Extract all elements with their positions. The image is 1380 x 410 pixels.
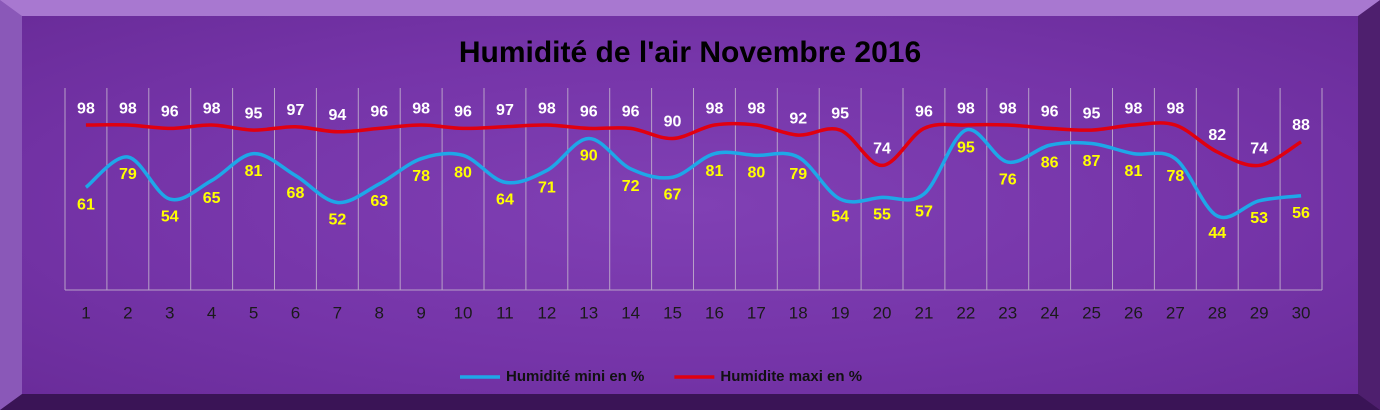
x-tick-label: 2 — [123, 303, 132, 322]
data-label: 90 — [664, 114, 682, 131]
data-label: 76 — [999, 171, 1017, 188]
data-label: 55 — [873, 207, 891, 224]
data-label: 95 — [245, 105, 263, 122]
data-label: 96 — [580, 104, 598, 121]
x-tick-label: 23 — [998, 303, 1017, 322]
x-tick-label: 1 — [81, 303, 90, 322]
x-tick-label: 19 — [831, 303, 850, 322]
data-label: 61 — [77, 197, 95, 214]
x-tick-label: 22 — [956, 303, 975, 322]
data-label: 52 — [328, 212, 346, 229]
x-tick-label: 3 — [165, 303, 174, 322]
x-tick-label: 30 — [1292, 303, 1311, 322]
x-tick-label: 29 — [1250, 303, 1269, 322]
data-label: 54 — [161, 208, 179, 225]
data-label: 44 — [1208, 225, 1226, 242]
data-label: 98 — [706, 100, 724, 117]
x-tick-label: 18 — [789, 303, 808, 322]
data-label: 96 — [1041, 104, 1059, 121]
x-tick-label: 28 — [1208, 303, 1227, 322]
data-label: 64 — [496, 191, 514, 208]
data-label: 79 — [789, 166, 807, 183]
data-label: 53 — [1250, 210, 1268, 227]
data-label: 96 — [915, 104, 933, 121]
data-label: 98 — [119, 100, 137, 117]
x-tick-label: 25 — [1082, 303, 1101, 322]
x-tick-label: 12 — [537, 303, 556, 322]
legend-label: Humidité mini en % — [506, 368, 644, 385]
x-tick-label: 15 — [663, 303, 682, 322]
series-line — [85, 121, 1302, 168]
data-label: 90 — [580, 148, 598, 165]
data-label: 78 — [1166, 168, 1184, 185]
x-tick-label: 8 — [375, 303, 384, 322]
data-label: 96 — [622, 104, 640, 121]
data-label: 95 — [1083, 105, 1101, 122]
data-label: 98 — [747, 100, 765, 117]
data-label: 54 — [831, 208, 849, 225]
data-label: 57 — [915, 203, 933, 220]
data-label: 80 — [454, 165, 472, 182]
data-label: 81 — [245, 163, 263, 180]
data-label: 96 — [161, 104, 179, 121]
data-label: 79 — [119, 166, 137, 183]
chart-title: Humidité de l'air Novembre 2016 — [459, 36, 921, 69]
data-label: 96 — [370, 104, 388, 121]
data-label: 97 — [287, 102, 305, 119]
data-label: 98 — [412, 100, 430, 117]
data-label: 98 — [999, 100, 1017, 117]
data-label: 67 — [664, 186, 682, 203]
x-tick-label: 17 — [747, 303, 766, 322]
data-label: 72 — [622, 178, 640, 195]
data-label: 98 — [77, 100, 95, 117]
x-tick-label: 11 — [496, 303, 514, 322]
x-tick-label: 21 — [914, 303, 933, 322]
data-label: 82 — [1208, 127, 1226, 144]
x-tick-label: 4 — [207, 303, 216, 322]
data-label: 92 — [789, 110, 807, 127]
data-label: 74 — [1250, 141, 1268, 158]
data-label: 63 — [370, 193, 388, 210]
data-label: 95 — [957, 139, 975, 156]
x-tick-label: 10 — [454, 303, 473, 322]
data-label: 81 — [706, 163, 724, 180]
data-label: 98 — [203, 100, 221, 117]
data-label: 74 — [873, 141, 891, 158]
data-label: 71 — [538, 180, 556, 197]
x-tick-label: 13 — [579, 303, 598, 322]
x-tick-label: 14 — [621, 303, 640, 322]
data-label: 56 — [1292, 205, 1310, 222]
data-label: 68 — [287, 185, 305, 202]
data-label: 95 — [831, 105, 849, 122]
data-label: 97 — [496, 102, 514, 119]
legend-label: Humidite maxi en % — [720, 368, 862, 385]
data-label: 98 — [957, 100, 975, 117]
x-tick-label: 5 — [249, 303, 258, 322]
x-tick-label: 24 — [1040, 303, 1059, 322]
data-label: 81 — [1125, 163, 1143, 180]
x-tick-label: 16 — [705, 303, 724, 322]
data-label: 88 — [1292, 117, 1310, 134]
data-label: 80 — [747, 165, 765, 182]
data-label: 94 — [328, 107, 346, 124]
data-label: 98 — [1166, 100, 1184, 117]
data-label: 78 — [412, 168, 430, 185]
x-tick-label: 27 — [1166, 303, 1185, 322]
x-tick-label: 9 — [416, 303, 425, 322]
x-tick-label: 7 — [333, 303, 342, 322]
data-label: 98 — [1125, 100, 1143, 117]
data-label: 96 — [454, 104, 472, 121]
data-label: 65 — [203, 190, 221, 207]
series-line — [84, 127, 1302, 220]
x-tick-label: 20 — [873, 303, 892, 322]
data-label: 87 — [1083, 153, 1101, 170]
data-label: 86 — [1041, 154, 1059, 171]
x-tick-label: 26 — [1124, 303, 1143, 322]
data-label: 98 — [538, 100, 556, 117]
x-tick-label: 6 — [291, 303, 300, 322]
